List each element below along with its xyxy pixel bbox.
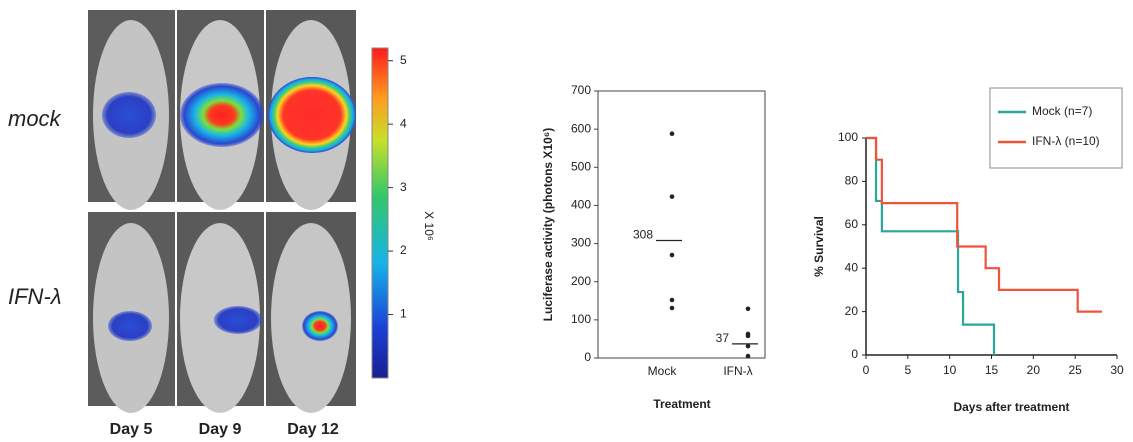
dot	[669, 131, 675, 137]
legend	[989, 87, 1123, 169]
dot	[745, 343, 751, 349]
legend-label: Mock (n=7)	[1032, 104, 1092, 118]
x-tick-label: IFN-λ	[723, 364, 752, 378]
column-label: Day 5	[110, 421, 153, 438]
signal	[102, 92, 156, 138]
dot	[669, 305, 675, 311]
mean-label: 308	[633, 228, 653, 242]
legend-label: IFN-λ (n=10)	[1032, 134, 1100, 148]
column-label: Day 12	[287, 421, 339, 438]
colorbar-tick-label: 4	[400, 116, 407, 130]
y-axis-label: % Survival	[812, 216, 826, 277]
column-label: Day 9	[199, 421, 242, 438]
y-tick-label: 400	[571, 198, 591, 212]
signal	[214, 306, 262, 334]
x-tick-label: Mock	[648, 364, 678, 378]
y-tick-label: 60	[845, 217, 859, 231]
mouse-images	[88, 10, 389, 413]
x-tick-label: 5	[904, 363, 911, 377]
dot	[669, 297, 675, 303]
y-tick-label: 20	[845, 304, 859, 318]
x-axis-label: Days after treatment	[953, 400, 1069, 414]
x-tick-label: 20	[1027, 363, 1041, 377]
y-tick-label: 0	[584, 350, 591, 364]
x-axis-label: Treatment	[653, 397, 710, 411]
y-tick-label: 100	[838, 130, 858, 144]
row-label: mock	[8, 106, 62, 131]
x-tick-label: 15	[985, 363, 999, 377]
dot-plot-frame	[597, 90, 766, 359]
y-tick-label: 600	[571, 121, 591, 135]
y-axis-label: Luciferase activity (photons X10⁶)	[541, 128, 555, 322]
row-label: IFN-λ	[8, 284, 62, 309]
colorbar-tick-label: 1	[400, 307, 407, 321]
dot	[745, 353, 751, 359]
colorbar	[371, 47, 389, 379]
signal	[180, 83, 264, 147]
dot	[669, 252, 675, 258]
y-tick-label: 300	[571, 236, 591, 250]
x-tick-label: 0	[863, 363, 870, 377]
y-tick-label: 200	[571, 274, 591, 288]
dot	[669, 194, 675, 199]
dot	[745, 333, 751, 339]
y-tick-label: 80	[845, 174, 859, 188]
y-tick-label: 100	[571, 312, 591, 326]
survival-line	[866, 136, 1102, 313]
signal	[108, 311, 152, 341]
signal	[302, 311, 338, 341]
mean-label: 37	[716, 331, 730, 345]
colorbar-tick-label: 2	[400, 243, 407, 257]
y-tick-label: 40	[845, 260, 859, 274]
x-tick-label: 10	[943, 363, 957, 377]
y-tick-label: 0	[851, 347, 858, 361]
y-tick-label: 700	[571, 83, 591, 97]
x-tick-label: 30	[1110, 363, 1124, 377]
colorbar-tick-label: 3	[400, 180, 407, 194]
colorbar-tick-label: 5	[400, 53, 407, 67]
y-tick-label: 500	[571, 159, 591, 173]
x-tick-label: 25	[1068, 363, 1082, 377]
dot	[745, 306, 751, 312]
colorbar-label: X 10⁶	[422, 211, 436, 241]
signal	[268, 77, 356, 153]
